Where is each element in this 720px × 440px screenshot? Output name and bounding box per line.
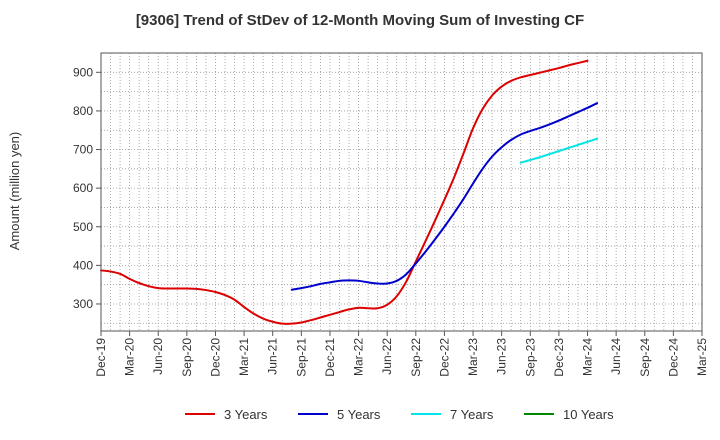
x-tick-label: Sep-20 (180, 338, 194, 377)
x-tick-label: Mar-21 (237, 338, 251, 376)
series-lines (100, 59, 599, 325)
x-tick-label: Dec-20 (208, 338, 222, 377)
legend-label: 10 Years (563, 407, 614, 422)
legend: 3 Years 5 Years 7 Years 10 Years (185, 407, 614, 422)
x-tick-label: Jun-22 (380, 338, 394, 375)
x-tick-label: Sep-23 (523, 338, 537, 377)
x-tick-label: Dec-24 (666, 338, 680, 377)
x-tick-label: Jun-23 (495, 338, 509, 375)
y-tick-label: 700 (73, 143, 93, 157)
x-tick-label: Sep-24 (638, 338, 652, 377)
plot-border (100, 52, 703, 332)
y-tick-label: 800 (73, 104, 93, 118)
x-tick-label: Mar-23 (466, 338, 480, 376)
chart-title: [9306] Trend of StDev of 12-Month Moving… (136, 12, 584, 29)
x-tick-label: Mar-22 (352, 338, 366, 376)
legend-label: 3 Years (224, 407, 268, 422)
legend-item: 5 Years (298, 407, 381, 422)
legend-label: 7 Years (450, 407, 494, 422)
legend-label: 5 Years (337, 407, 381, 422)
series-line-7-years (519, 137, 599, 164)
y-tick-label: 500 (73, 220, 93, 234)
x-tick-label: Mar-24 (581, 338, 595, 376)
y-tick-label: 400 (73, 258, 93, 272)
x-tick-label: Sep-22 (409, 338, 423, 377)
y-axis-label: Amount (million yen) (7, 132, 22, 251)
legend-item: 7 Years (411, 407, 494, 422)
x-tick-label: Dec-23 (552, 338, 566, 377)
gridlines (101, 53, 702, 331)
x-tick-label: Mar-25 (695, 338, 709, 376)
x-tick-label: Mar-20 (123, 338, 137, 376)
x-tick-label: Dec-21 (323, 338, 337, 377)
x-tick-label: Jun-24 (609, 338, 623, 375)
y-tick-label: 300 (73, 297, 93, 311)
x-tick-label: Dec-19 (94, 338, 108, 377)
legend-item: 10 Years (524, 407, 614, 422)
x-tick-label: Jun-21 (266, 338, 280, 375)
y-tick-label: 900 (73, 65, 93, 79)
x-tick-label: Jun-20 (151, 338, 165, 375)
series-line-3-years (100, 59, 589, 325)
x-tick-label: Sep-21 (294, 338, 308, 377)
series-line-5-years (290, 102, 599, 291)
legend-item: 3 Years (185, 407, 268, 422)
x-tick-label: Dec-22 (437, 338, 451, 377)
axes: 300 400 500 600 700 800 900 Dec-19 Mar-20 Jun-20 S… (73, 52, 709, 377)
y-tick-label: 600 (73, 181, 93, 195)
